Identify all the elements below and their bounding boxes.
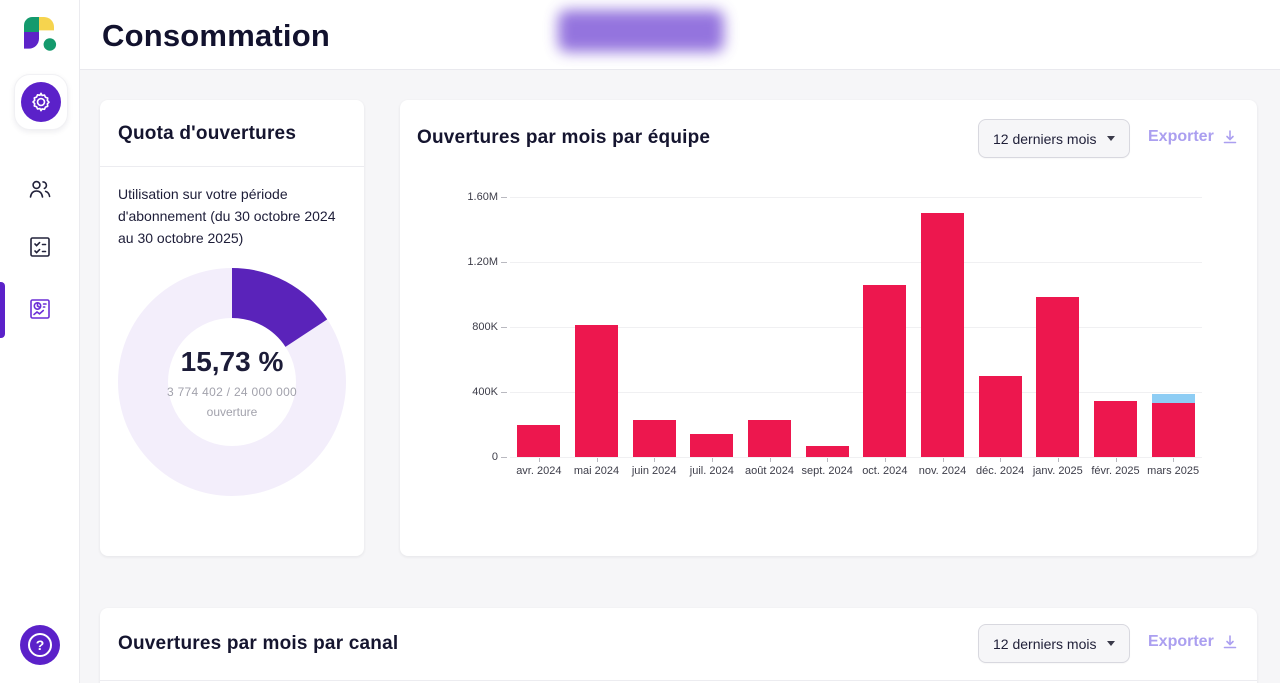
divider (100, 680, 1257, 681)
sidebar-item-tasks[interactable] (27, 234, 53, 260)
bar-sept. 2024[interactable] (805, 446, 849, 457)
xtick-label: déc. 2024 (975, 465, 1025, 477)
xtick-mark (654, 458, 656, 462)
bar-avr. 2024[interactable] (517, 425, 561, 457)
gridline (510, 262, 1202, 263)
team-period-label: 12 derniers mois (993, 130, 1097, 147)
xtick-mark (538, 458, 540, 462)
bar-juin 2024[interactable] (632, 419, 676, 457)
divider (100, 166, 364, 167)
bar-août 2024[interactable] (748, 419, 791, 457)
sidebar: ? (0, 0, 80, 683)
ytick-mark (501, 457, 507, 458)
gridline (510, 327, 1202, 328)
xtick-mark (1057, 458, 1059, 462)
ytick-label: 0 (491, 451, 498, 463)
ytick-label: 400K (472, 386, 498, 398)
xtick-label: avr. 2024 (516, 465, 562, 477)
active-nav-indicator (0, 282, 5, 338)
canal-period-dropdown[interactable]: 12 derniers mois (978, 624, 1130, 663)
stats-icon (30, 299, 50, 319)
ytick-mark (501, 197, 507, 198)
chevron-down-icon (1106, 136, 1115, 141)
team-chart-plot: 0 400K 800K 1.20M 1.60M avr. 2024 mai 2024 juin… (467, 191, 1202, 477)
sidebar-item-settings[interactable] (14, 74, 68, 130)
canal-openings-card: Ouvertures par mois par canal 12 dernier… (100, 608, 1257, 683)
ytick-label: 800K (472, 321, 498, 333)
canal-period-label: 12 derniers mois (993, 635, 1097, 652)
bar-juil. 2024[interactable] (690, 434, 734, 457)
team-export-label: Exporter (1148, 128, 1214, 145)
xtick-label: août 2024 (745, 465, 794, 477)
xtick-label: nov. 2024 (918, 465, 967, 477)
gear-icon (21, 82, 61, 122)
bar-mars 2025[interactable] (1151, 394, 1195, 404)
ytick-label: 1.20M (467, 256, 498, 268)
team-openings-card: Ouvertures par mois par équipe 12 dernie… (400, 100, 1257, 556)
xtick-label: oct. 2024 (862, 465, 908, 477)
xtick-label: sept. 2024 (801, 465, 853, 477)
xtick-mark (769, 458, 771, 462)
ytick-mark (501, 392, 507, 393)
canal-export-button[interactable]: Exporter (1148, 633, 1238, 651)
team-export-button[interactable]: Exporter (1148, 128, 1238, 146)
question-mark-icon: ? (28, 633, 52, 657)
team-period-dropdown[interactable]: 12 derniers mois (978, 119, 1130, 158)
bar-nov. 2024[interactable] (921, 213, 964, 457)
xtick-label: févr. 2025 (1091, 465, 1140, 477)
sidebar-item-statistics[interactable] (27, 296, 53, 322)
bar-févr. 2025[interactable] (1094, 400, 1137, 457)
xtick-label: juin 2024 (631, 465, 677, 477)
xtick-mark (1000, 458, 1002, 462)
team-card-title: Ouvertures par mois par équipe (417, 127, 711, 148)
users-icon (29, 180, 51, 198)
ytick-mark (501, 327, 507, 328)
xtick-mark (884, 458, 886, 462)
page-title: Consommation (102, 18, 331, 53)
bar-janv. 2025[interactable] (1036, 296, 1080, 457)
xtick-mark (711, 458, 713, 462)
bar-déc. 2024[interactable] (978, 375, 1022, 457)
xtick-mark (596, 458, 598, 462)
xtick-label: janv. 2025 (1032, 465, 1083, 477)
xtick-mark (1115, 458, 1117, 462)
redacted-account-badge (558, 10, 724, 52)
xtick-mark (827, 458, 829, 462)
quota-card-title: Quota d'ouvertures (118, 123, 297, 144)
help-button[interactable]: ? (20, 625, 60, 665)
gridline (510, 392, 1202, 393)
gridline (510, 457, 1202, 458)
xtick-mark (1173, 458, 1175, 462)
bar-oct. 2024[interactable] (863, 284, 907, 457)
page-header: Consommation (80, 0, 1280, 70)
download-icon (1223, 635, 1237, 649)
chevron-down-icon (1106, 641, 1115, 646)
ytick-label: 1.60M (467, 191, 498, 203)
sidebar-item-contacts[interactable] (27, 176, 53, 202)
xtick-label: mars 2025 (1147, 465, 1200, 477)
brevo-logo[interactable] (19, 12, 59, 52)
canal-card-title: Ouvertures par mois par canal (118, 633, 399, 654)
download-icon (1223, 130, 1237, 144)
gridline (510, 197, 1202, 198)
ytick-mark (501, 262, 507, 263)
quota-donut-chart (118, 268, 346, 496)
quota-description: Utilisation sur votre période d'abonneme… (118, 186, 336, 246)
bar-mai 2024[interactable] (575, 325, 618, 457)
xtick-label: juil. 2024 (689, 465, 734, 477)
xtick-label: mai 2024 (573, 465, 620, 477)
canal-export-label: Exporter (1148, 633, 1214, 650)
bar-mars 2025[interactable] (1151, 403, 1195, 457)
quota-card: Quota d'ouvertures Utilisation sur votre… (100, 100, 364, 556)
xtick-mark (942, 458, 944, 462)
checklist-icon (30, 237, 50, 257)
